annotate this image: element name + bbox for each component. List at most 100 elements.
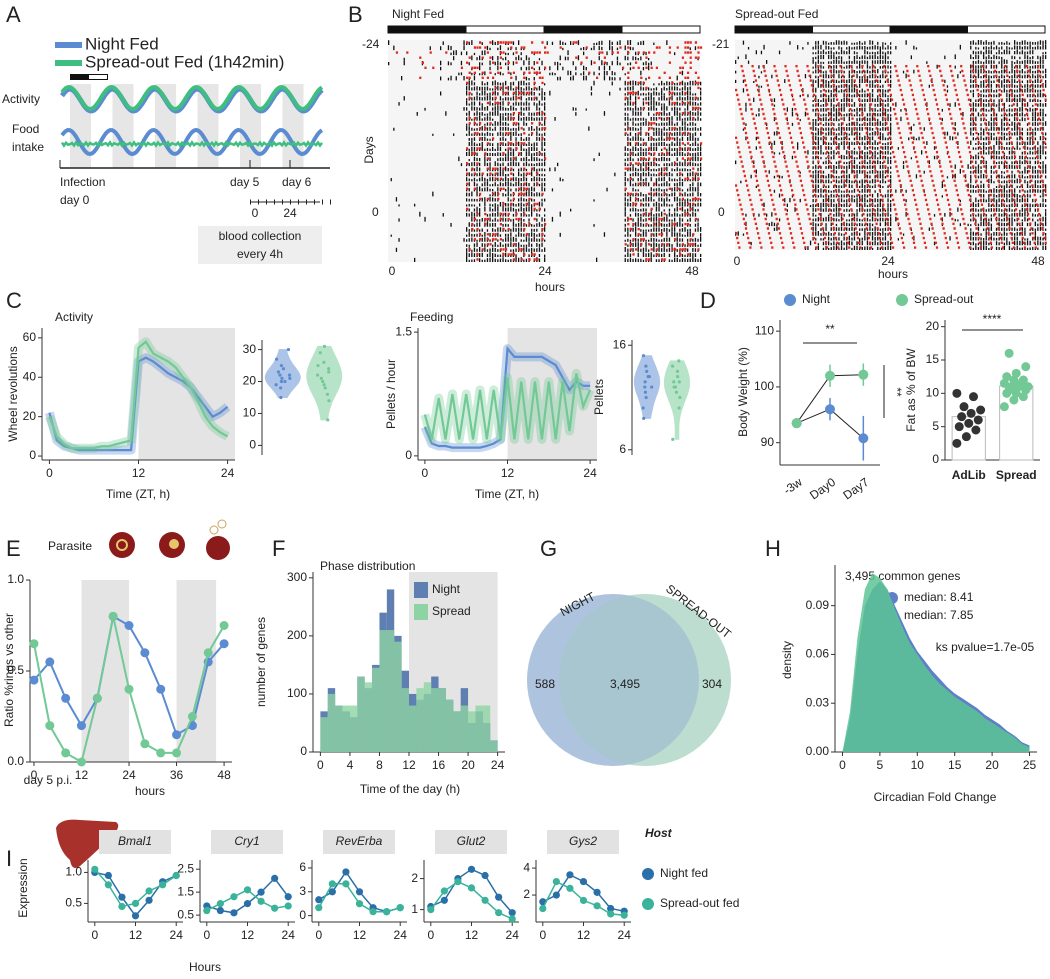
x-tick-label: -3w (781, 475, 805, 498)
point (961, 432, 971, 442)
actogram-row (773, 188, 1047, 193)
x-tick-label: 12 (465, 928, 479, 942)
point (328, 888, 336, 896)
light-dark-bar (734, 25, 813, 34)
point (467, 884, 476, 892)
x-tick-label: 24 (491, 758, 505, 772)
y-tick-label: 0 (299, 908, 306, 922)
icon (109, 532, 135, 558)
y-tick-label: 0 (300, 744, 307, 758)
y-tick-label: 200 (287, 628, 307, 642)
legend-text: Night Fed (85, 34, 159, 53)
sample-tick: 24 (283, 206, 297, 220)
y-axis-title: Body Weight (%) (736, 347, 750, 437)
light-dark-bar (387, 25, 467, 34)
y-tick-label: 90 (761, 435, 775, 449)
point (643, 385, 647, 389)
point (284, 902, 292, 910)
point (593, 888, 601, 896)
point (275, 357, 279, 361)
point (159, 881, 167, 889)
point (383, 908, 391, 916)
point (644, 395, 648, 400)
dark-phase (138, 328, 235, 460)
actogram-row (468, 135, 699, 141)
actogram-row (773, 130, 1047, 136)
x-axis-title: Time (ZT, h) (106, 487, 170, 501)
y-tick-label: 0.09 (806, 598, 830, 612)
actogram-row (745, 106, 1044, 112)
point (203, 648, 213, 658)
actogram-row (398, 201, 702, 207)
violin (663, 360, 691, 440)
point (286, 347, 291, 352)
point (326, 418, 330, 422)
actogram-row (466, 80, 702, 86)
actogram-row (458, 70, 684, 76)
hist-bar (394, 641, 402, 752)
legend-swatch (896, 294, 908, 306)
point (675, 369, 680, 373)
point (322, 360, 326, 364)
point (243, 900, 252, 908)
point (271, 904, 279, 912)
point (274, 383, 278, 387)
x-tick-label: 8 (376, 758, 383, 772)
x-tick-label: 10 (911, 758, 925, 772)
x-axis-title: hours (135, 784, 165, 798)
point (508, 909, 516, 917)
x-tick-label: 20 (985, 758, 999, 772)
y-tick-label: 20 (243, 374, 257, 388)
point (999, 402, 1009, 412)
y-tick-label: 0.5 (177, 907, 194, 921)
legend-title: Host (645, 826, 673, 840)
point (257, 888, 265, 896)
point (316, 363, 320, 368)
x-axis-title: Time of the day (h) (360, 782, 460, 796)
point (454, 878, 462, 886)
point (539, 904, 547, 913)
series-line (48, 340, 229, 450)
x-tick-label: 0 (539, 928, 546, 942)
x-tick-label: 12 (353, 928, 367, 942)
x-axis-title: Time (ZT, h) (475, 487, 539, 501)
point (467, 865, 476, 873)
actogram-row (432, 191, 702, 197)
point (644, 364, 648, 368)
y-tick-label: 10 (926, 386, 940, 400)
venn-circle (559, 594, 731, 766)
icon (116, 539, 128, 551)
point (858, 369, 869, 380)
y-tick-label: 2 (523, 887, 530, 901)
day-label: -21 (712, 37, 730, 51)
legend-text: Spread-out (914, 292, 974, 306)
point (579, 877, 588, 886)
y-tick-label: 0.03 (806, 695, 830, 709)
actogram-row (466, 85, 702, 91)
point (678, 395, 682, 400)
point (279, 395, 283, 400)
point (29, 675, 39, 685)
chart-title: Gys2 (569, 834, 597, 848)
y-axis-title: number of genes (254, 617, 268, 707)
x-tick-label: 0 (46, 466, 53, 480)
hour-label: 24 (538, 264, 552, 278)
actogram-row (755, 49, 1047, 55)
hist-bar (409, 705, 417, 752)
timeline-text: day 0 (60, 193, 90, 207)
hist-bar (342, 705, 350, 752)
actogram-row (747, 44, 1047, 50)
point (643, 380, 647, 384)
point (959, 402, 969, 412)
y-axis-title: Wheel revolutions (6, 346, 20, 441)
point (124, 684, 134, 694)
actogram-row (735, 78, 1047, 83)
actogram-row (388, 40, 668, 45)
x-tick-label: 12 (75, 768, 89, 782)
actogram-row (740, 178, 1044, 184)
y-tick-label: 0.5 (65, 896, 82, 910)
x-tick-label: 24 (221, 466, 235, 480)
actogram-row (466, 227, 702, 232)
actogram-row (812, 235, 1047, 241)
point (342, 880, 350, 888)
